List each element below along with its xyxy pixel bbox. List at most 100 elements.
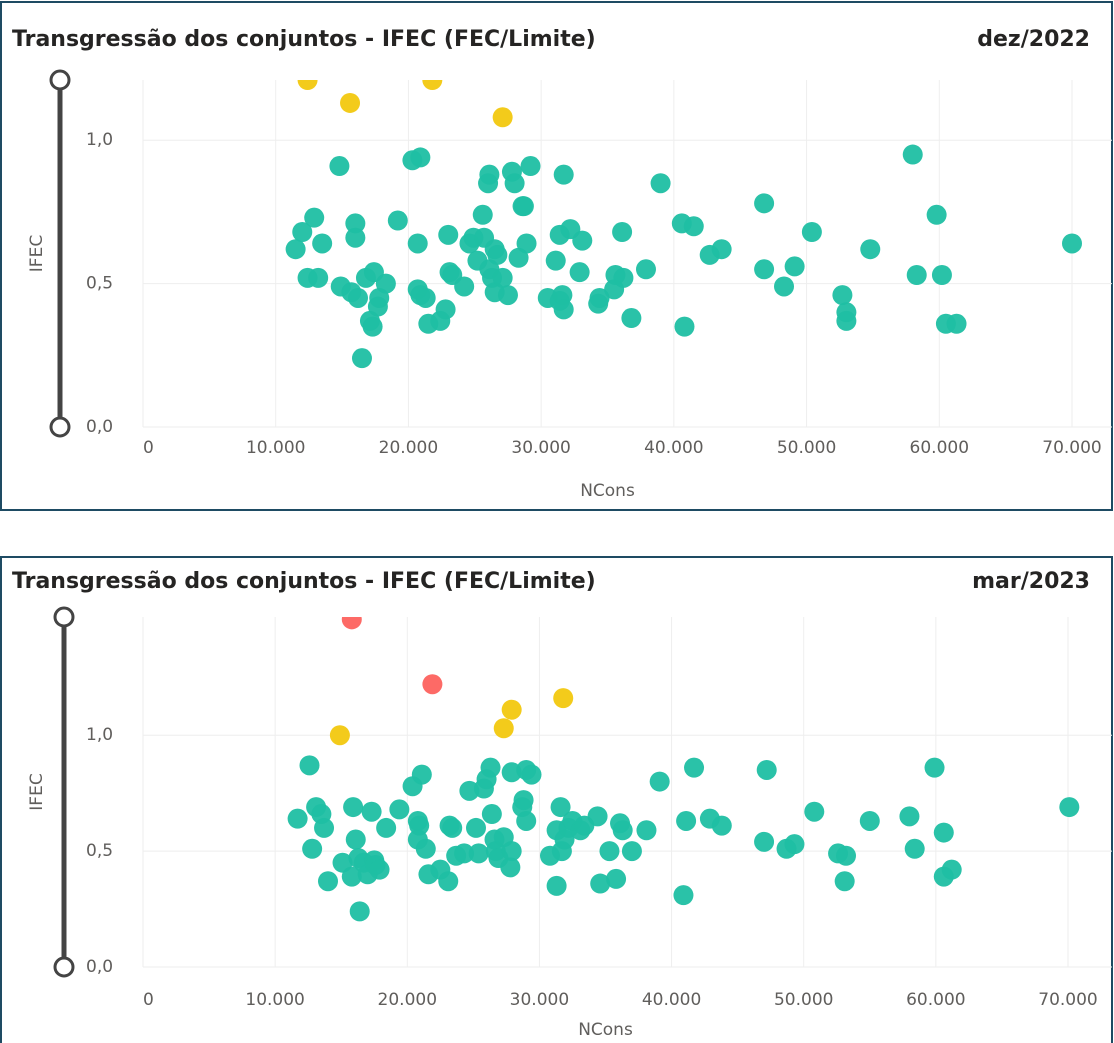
data-point [375,273,396,294]
data-point [674,316,695,337]
data-point [711,815,732,836]
data-point [466,817,486,838]
data-point [415,287,436,308]
data-point [493,718,514,739]
data-point [904,838,925,859]
data-point [312,233,333,254]
data-point [479,164,500,185]
data-point [946,313,967,334]
data-point [545,250,566,271]
data-point [836,310,857,331]
data-point [345,829,366,850]
data-point [801,221,822,242]
data-point [297,80,318,90]
data-point [407,233,428,254]
data-point [341,866,362,887]
range-slider-handle[interactable] [49,69,71,91]
data-point [635,259,656,280]
data-point [612,221,633,242]
data-point [349,901,370,922]
data-point [926,204,947,225]
data-point [492,107,513,128]
data-point [552,285,573,306]
data-point [836,845,856,866]
data-point [504,173,525,194]
data-point [520,156,541,177]
y-tick-label: 0,0 [86,957,113,977]
chart-panel: Transgressão dos conjuntos - IFEC (FEC/L… [0,1,1113,511]
x-tick-label: 70.000 [1038,990,1097,1010]
x-axis-title: NCons [578,1020,633,1040]
x-tick-label: 10.000 [245,990,304,1010]
data-point [613,267,634,288]
range-slider-handle[interactable] [53,956,75,978]
chart-panel: Transgressão dos conjuntos - IFEC (FEC/L… [0,556,1113,1043]
data-point [341,617,362,630]
data-point [387,210,408,231]
data-point [500,857,521,878]
data-point [1062,233,1082,254]
data-point [516,233,537,254]
data-point [347,287,368,308]
chart-period: dez/2022 [977,27,1090,52]
data-point [292,221,313,242]
data-point [553,299,574,320]
data-point [569,262,590,283]
data-point [754,259,775,280]
data-point [329,725,350,746]
data-point [587,806,608,827]
data-point [369,859,390,880]
data-point [497,285,518,306]
data-point [754,831,775,852]
data-point [933,822,954,843]
range-slider-handle[interactable] [49,416,71,438]
data-point [599,841,620,862]
data-point [438,224,459,245]
data-point [784,256,805,277]
x-tick-label: 0 [143,438,154,458]
y-tick-label: 0,5 [86,274,113,294]
x-tick-label: 50.000 [777,438,836,458]
data-point [513,196,534,217]
x-tick-label: 60.000 [906,990,965,1010]
data-point [487,244,508,265]
data-point [924,757,945,778]
data-point [832,285,853,306]
data-point [340,92,361,113]
data-point [501,841,522,862]
data-point [589,287,610,308]
range-slider-handle[interactable] [53,606,75,628]
data-point [711,239,732,260]
data-point [684,757,705,778]
x-tick-label: 20.000 [378,990,437,1010]
x-tick-label: 60.000 [910,438,969,458]
x-tick-label: 40.000 [642,990,701,1010]
data-point [454,276,475,297]
data-point [438,871,459,892]
data-point [345,227,366,248]
data-point [754,193,775,214]
x-tick-label: 10.000 [246,438,305,458]
data-point [361,801,382,822]
data-point [1059,797,1080,818]
data-point [389,799,410,820]
data-point [329,156,350,177]
data-point [899,806,920,827]
data-point [468,843,489,864]
data-point [376,817,397,838]
data-point [590,873,611,894]
y-axis-title: IFEC [27,235,47,272]
data-point [860,239,881,260]
data-point [834,871,855,892]
data-point [673,885,694,906]
panel-border [0,1,1113,511]
x-tick-label: 0 [143,990,154,1010]
data-point [621,841,642,862]
x-tick-label: 70.000 [1042,438,1101,458]
data-point [931,265,952,286]
chart-title: Transgressão dos conjuntos - IFEC (FEC/L… [12,27,596,52]
panel-border [0,556,1113,1043]
data-point [941,859,962,880]
y-tick-label: 0,0 [86,417,113,437]
data-point [454,843,475,864]
